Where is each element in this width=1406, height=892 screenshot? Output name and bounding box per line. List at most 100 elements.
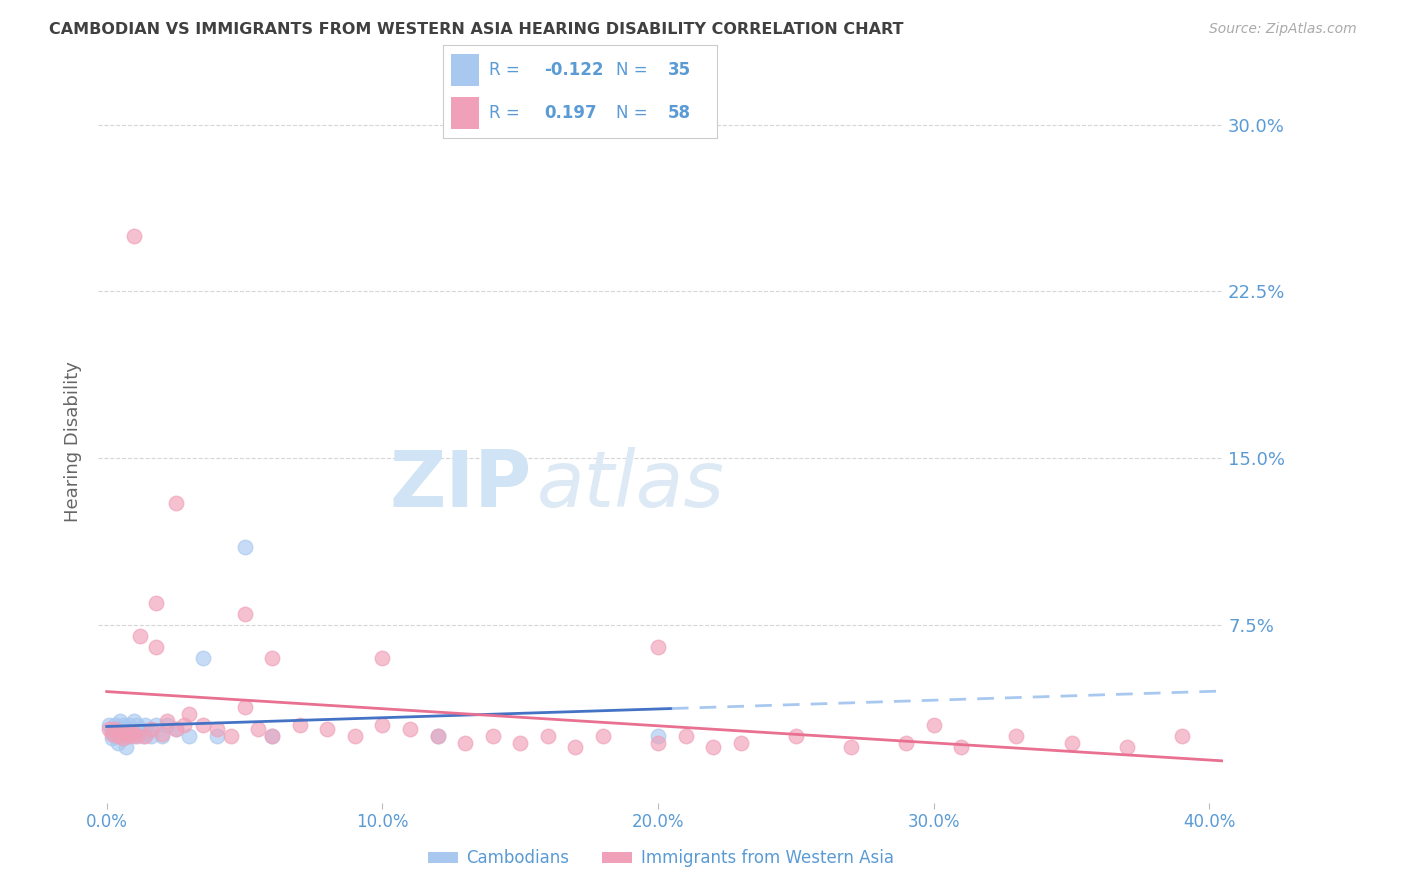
Point	[730, 736, 752, 750]
Point	[150, 729, 173, 743]
Point	[922, 718, 945, 732]
Point	[454, 736, 477, 750]
Point	[1005, 729, 1028, 743]
Point	[122, 714, 145, 728]
Point	[139, 723, 162, 737]
Point	[702, 740, 724, 755]
Text: CAMBODIAN VS IMMIGRANTS FROM WESTERN ASIA HEARING DISABILITY CORRELATION CHART: CAMBODIAN VS IMMIGRANTS FROM WESTERN ASI…	[49, 22, 904, 37]
Text: N =: N =	[616, 61, 647, 78]
Point	[107, 736, 129, 750]
Point	[145, 640, 167, 655]
Point	[121, 724, 143, 739]
Point	[139, 729, 162, 743]
Point	[107, 723, 129, 737]
Point	[592, 729, 614, 743]
Text: R =: R =	[489, 104, 520, 122]
Y-axis label: Hearing Disability: Hearing Disability	[65, 361, 83, 522]
Point	[98, 718, 121, 732]
Point	[101, 724, 124, 739]
Point	[173, 718, 195, 732]
Point	[101, 731, 124, 746]
Point	[115, 723, 138, 737]
Point	[179, 729, 201, 743]
Point	[104, 723, 127, 737]
Point	[110, 724, 132, 739]
Point	[128, 629, 150, 643]
Point	[165, 723, 187, 737]
Text: N =: N =	[616, 104, 647, 122]
Point	[371, 651, 394, 665]
Point	[288, 718, 311, 732]
Point	[481, 729, 503, 743]
Point	[399, 723, 422, 737]
Point	[647, 736, 669, 750]
Point	[647, 640, 669, 655]
Point	[1060, 736, 1083, 750]
Point	[219, 729, 242, 743]
Point	[247, 723, 270, 737]
Point	[343, 729, 366, 743]
Point	[179, 706, 201, 721]
Point	[896, 736, 918, 750]
Point	[156, 718, 179, 732]
Point	[118, 718, 141, 732]
Point	[134, 729, 156, 743]
Legend: Cambodians, Immigrants from Western Asia: Cambodians, Immigrants from Western Asia	[422, 843, 900, 874]
Point	[950, 740, 973, 755]
Point	[104, 718, 127, 732]
Text: atlas: atlas	[537, 447, 725, 523]
Point	[115, 740, 138, 755]
Point	[125, 718, 148, 732]
Point	[262, 651, 284, 665]
Text: R =: R =	[489, 61, 520, 78]
Point	[675, 729, 697, 743]
Point	[145, 596, 167, 610]
Point	[233, 540, 256, 554]
Point	[125, 729, 148, 743]
Point	[564, 740, 586, 755]
Bar	[451, 54, 478, 86]
Text: 0.197: 0.197	[544, 104, 598, 122]
Point	[165, 723, 187, 737]
Point	[537, 729, 560, 743]
Point	[509, 736, 531, 750]
Point	[205, 729, 228, 743]
Point	[193, 651, 215, 665]
Point	[115, 727, 138, 741]
Point	[122, 727, 145, 741]
Point	[98, 723, 121, 737]
Text: 58: 58	[668, 104, 690, 122]
Point	[112, 731, 135, 746]
Point	[131, 729, 153, 743]
Point	[371, 718, 394, 732]
Point	[136, 724, 159, 739]
Point	[121, 724, 143, 739]
Point	[205, 723, 228, 737]
Point	[122, 729, 145, 743]
Point	[128, 723, 150, 737]
Point	[1171, 729, 1194, 743]
Point	[647, 729, 669, 743]
Point	[118, 729, 141, 743]
Point	[426, 729, 449, 743]
Point	[839, 740, 862, 755]
Point	[785, 729, 807, 743]
Point	[104, 729, 127, 743]
Point	[316, 723, 339, 737]
Point	[110, 727, 132, 741]
Point	[122, 228, 145, 243]
Point	[193, 718, 215, 732]
Point	[156, 714, 179, 728]
Point	[110, 714, 132, 728]
Point	[262, 729, 284, 743]
Point	[233, 700, 256, 714]
Point	[134, 718, 156, 732]
Point	[233, 607, 256, 621]
Point	[150, 727, 173, 741]
Point	[165, 496, 187, 510]
Point	[112, 731, 135, 746]
Text: 35: 35	[668, 61, 690, 78]
Text: ZIP: ZIP	[389, 447, 531, 523]
Point	[145, 718, 167, 732]
Bar	[451, 97, 478, 129]
